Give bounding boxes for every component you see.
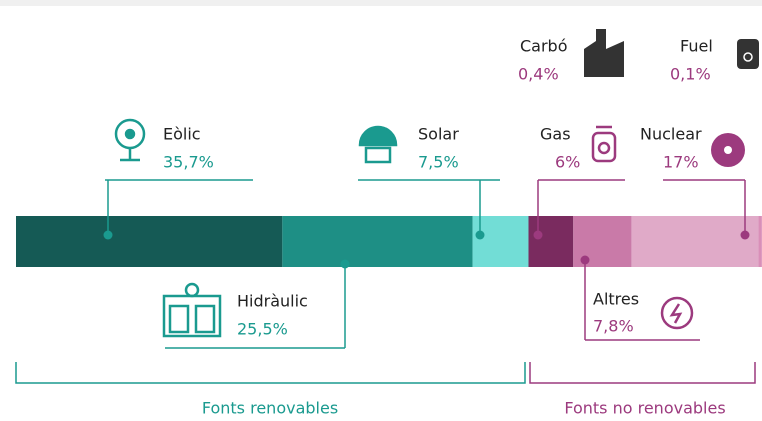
icon — [660, 296, 694, 330]
connector-dot — [580, 255, 590, 265]
icon — [358, 125, 398, 164]
bar-segment — [16, 216, 283, 267]
value-label: 7,8% — [593, 317, 634, 336]
group-label: Fonts no renovables — [564, 399, 725, 418]
category-label: Eòlic — [163, 125, 201, 144]
bar-segment — [282, 216, 473, 267]
value-label: 25,5% — [237, 320, 288, 339]
category-label: Fuel — [680, 37, 713, 56]
bar-segment — [631, 216, 759, 267]
connector-dot — [103, 230, 113, 240]
connector-dot — [740, 230, 750, 240]
icon — [162, 282, 222, 338]
icon — [114, 118, 146, 162]
icon — [591, 125, 617, 163]
category-label: Altres — [593, 290, 639, 309]
connector-dot — [533, 230, 543, 240]
category-label: Gas — [540, 125, 571, 144]
bar-segment — [528, 216, 574, 267]
connector-dot — [340, 259, 350, 269]
category-label: Solar — [418, 125, 459, 144]
value-label: 6% — [555, 153, 580, 172]
category-label: Hidràulic — [237, 292, 308, 311]
value-label: 7,5% — [418, 153, 459, 172]
value-label: 0,4% — [518, 65, 559, 84]
bar-segment — [758, 216, 762, 267]
value-label: 17% — [663, 153, 699, 172]
group-bracket — [529, 362, 756, 384]
value-label: 35,7% — [163, 153, 214, 172]
category-label: Nuclear — [640, 125, 702, 144]
bar-segment — [472, 216, 529, 267]
connector-dot — [475, 230, 485, 240]
group-bracket — [15, 362, 526, 384]
group-label: Fonts renovables — [202, 399, 338, 418]
value-label: 0,1% — [670, 65, 711, 84]
icon — [711, 133, 745, 167]
category-label: Carbó — [520, 37, 568, 56]
top-band — [0, 0, 762, 6]
icon — [737, 39, 759, 69]
icon — [584, 29, 624, 77]
